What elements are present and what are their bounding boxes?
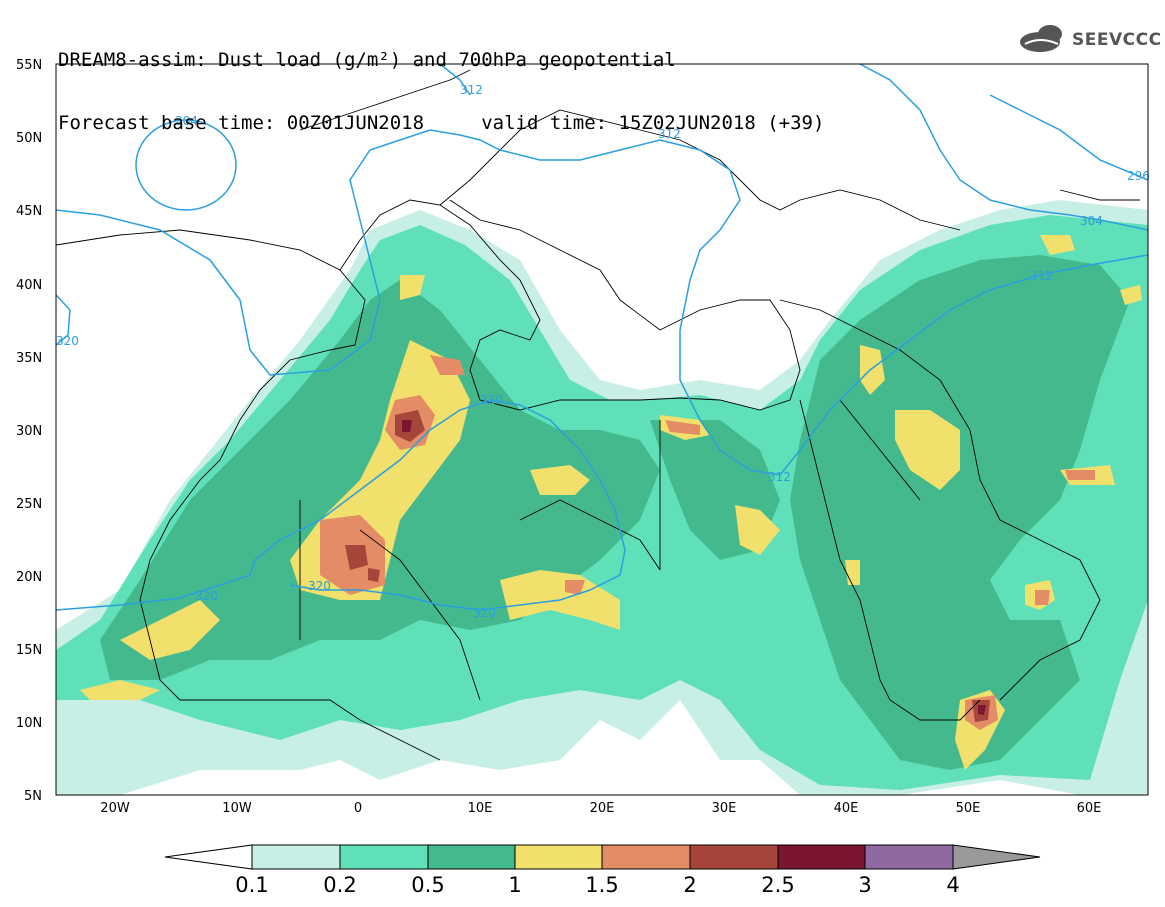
plot-frame [55, 63, 1149, 796]
colorbar-swatch [864, 844, 954, 870]
colorbar-swatch [689, 844, 779, 870]
colorbar-label: 0.5 [411, 873, 444, 897]
lon-label: 30E [712, 801, 737, 816]
contour-labels: 304 312 312 320 320 320 312 312 304 296 … [56, 83, 1150, 620]
colorbar-swatch [251, 844, 341, 870]
contour-304-east [859, 64, 1148, 231]
coastlines [56, 69, 1140, 761]
colorbar-label: 0.1 [235, 873, 268, 897]
lon-label: 20W [100, 801, 130, 816]
lat-label: 25N [16, 497, 42, 512]
colorbar-label: 4 [946, 873, 959, 897]
colorbar-swatch [514, 844, 603, 870]
contour-label: 296 [1127, 169, 1150, 183]
colorbar-swatch [427, 844, 516, 870]
lat-label: 20N [16, 570, 42, 585]
lat-label: 15N [16, 643, 42, 658]
contour-320-west-edge [56, 294, 71, 346]
contour-label: 312 [658, 127, 681, 141]
colorbar-label: 2.5 [761, 873, 794, 897]
lon-label: 40E [834, 801, 859, 816]
map-title: DREAM8-assim: Dust load (g/m²) and 700hP… [58, 8, 824, 155]
contour-label: 320 [480, 393, 503, 407]
lat-label: 50N [16, 131, 42, 146]
colorbar-under-arrow [164, 844, 253, 870]
colorbar-label: 3 [858, 873, 871, 897]
lat-label: 45N [16, 204, 42, 219]
title-line-1: DREAM8-assim: Dust load (g/m²) and 700hP… [58, 49, 676, 71]
colorbar-over-arrow [952, 844, 1041, 870]
contour-label: 320 [56, 334, 79, 348]
lon-label: 10W [222, 801, 252, 816]
lon-label: 20E [590, 801, 615, 816]
contour-label: 320 [195, 589, 218, 603]
lon-label: 60E [1077, 801, 1102, 816]
title-line-2: Forecast base time: 00Z01JUN2018 valid t… [58, 112, 825, 134]
lon-label: 50E [956, 801, 981, 816]
dust-fields [56, 200, 1148, 795]
lat-label: 55N [16, 58, 42, 73]
colorbar-swatch [601, 844, 691, 870]
lat-label: 30N [16, 424, 42, 439]
contour-label: 320 [473, 606, 496, 620]
contour-label: 304 [1080, 214, 1103, 228]
seevccc-logo: SEEVCCC [1072, 30, 1162, 50]
dust-layer-2 [345, 410, 990, 722]
colorbar: 0.1 0.2 0.5 1 1.5 2 2.5 3 4 [164, 844, 1041, 897]
contour-label: 320 [308, 579, 331, 593]
lat-axis: 55N 50N 45N 40N 35N 30N 25N 20N 15N 10N … [16, 58, 42, 804]
colorbar-label: 2 [683, 873, 696, 897]
contour-312-west [56, 129, 1148, 476]
cloud-logo-icon [1020, 25, 1062, 52]
contour-label: 312 [460, 83, 483, 97]
contour-304-west [135, 119, 237, 211]
lat-label: 10N [16, 716, 42, 731]
geopotential-contours [56, 64, 1148, 611]
colorbar-label: 1 [508, 873, 521, 897]
lat-label: 40N [16, 278, 42, 293]
dust-layer-1 [80, 235, 1142, 770]
colorbar-swatch [339, 844, 429, 870]
lon-axis: 20W 10W 0 10E 20E 30E 40E 50E 60E [100, 801, 1101, 816]
lon-label: 10E [468, 801, 493, 816]
contour-label: 312 [1030, 269, 1053, 283]
colorbar-label: 1.5 [585, 873, 618, 897]
colorbar-label: 0.2 [323, 873, 356, 897]
colorbar-swatch [777, 844, 866, 870]
lat-label: 35N [16, 351, 42, 366]
contour-label: 312 [768, 470, 791, 484]
contour-label: 304 [175, 114, 198, 128]
contour-296-east [989, 94, 1148, 181]
lat-label: 5N [24, 789, 42, 804]
lon-label: 0 [354, 801, 362, 816]
contour-312-north [439, 64, 471, 96]
contour-320-main [56, 399, 626, 611]
